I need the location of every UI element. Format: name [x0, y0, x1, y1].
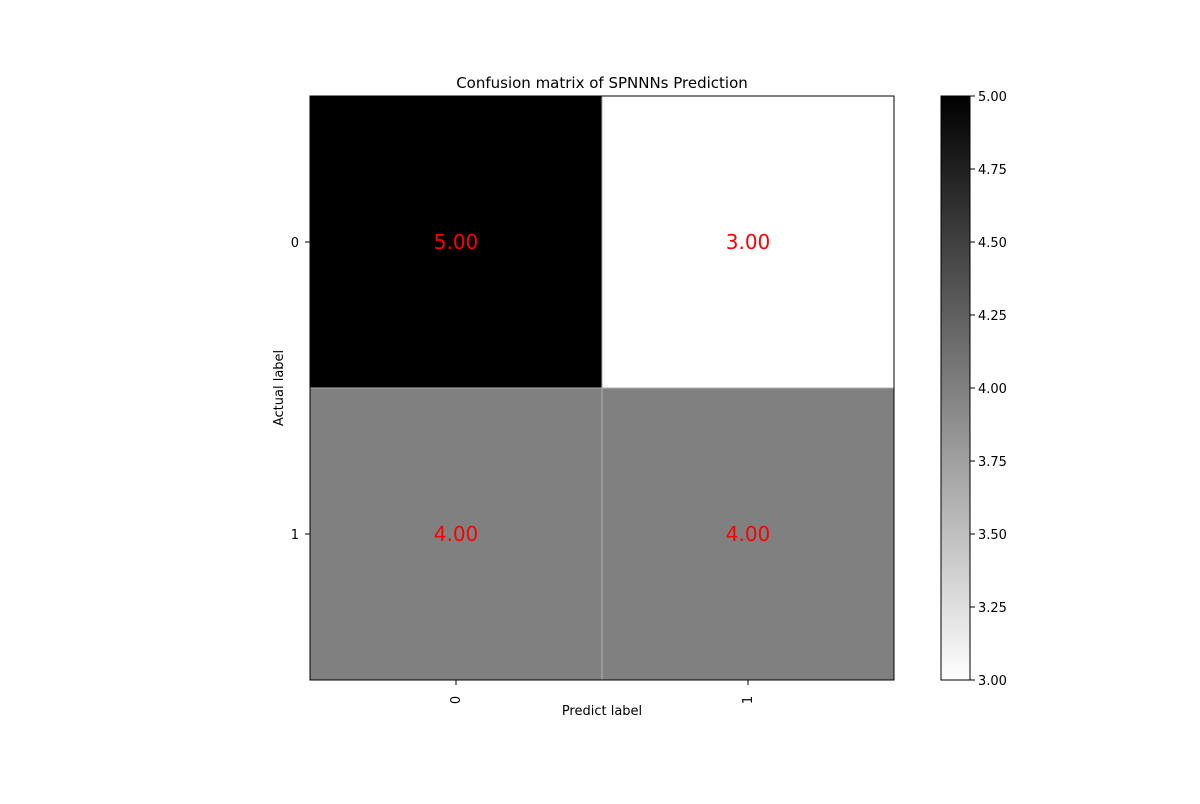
- colorbar-tick-label: 3.00: [978, 674, 1007, 689]
- cell-value-label: 4.00: [434, 522, 479, 546]
- colorbar-tick-label: 3.25: [978, 601, 1007, 616]
- y-axis-label: Actual label: [272, 350, 287, 426]
- heatmap-cell-1-0: [310, 388, 602, 680]
- y-tick-label: 1: [291, 528, 299, 543]
- colorbar-tick-label: 3.75: [978, 455, 1007, 470]
- colorbar-tick-label: 4.75: [978, 163, 1007, 178]
- y-tick-label: 0: [291, 236, 299, 251]
- cell-value-label: 3.00: [726, 230, 771, 254]
- cell-value-label: 4.00: [726, 522, 771, 546]
- colorbar-tick-label: 4.50: [978, 236, 1007, 251]
- y-axis-ticks: 01: [291, 236, 310, 543]
- chart-title: Confusion matrix of SPNNNs Prediction: [456, 74, 748, 92]
- cell-annotations: 5.00 3.00 4.00 4.00: [434, 230, 771, 546]
- colorbar-scale: [940, 95, 971, 681]
- x-tick-label: 0: [449, 696, 464, 704]
- cell-value-label: 5.00: [434, 230, 479, 254]
- grid-lines: [310, 96, 894, 680]
- heatmap-cell-0-0: [310, 96, 602, 388]
- colorbar-tick-label: 4.00: [978, 382, 1007, 397]
- plot-frame: [309, 95, 895, 681]
- colorbar-tick-label: 5.00: [978, 90, 1007, 105]
- heatmap-cell-0-1: [602, 96, 894, 388]
- x-tick-label: 1: [741, 696, 756, 704]
- heatmap-cell-1-1: [602, 388, 894, 680]
- x-axis-label: Predict label: [562, 704, 642, 719]
- heatmap-cells: [310, 96, 894, 680]
- colorbar-tick-label: 4.25: [978, 309, 1007, 324]
- colorbar: 3.00 3.25 3.50 3.75 4.00 4.25 4.50 4.75 5.00: [940, 90, 1007, 689]
- colorbar-tick-label: 3.50: [978, 528, 1007, 543]
